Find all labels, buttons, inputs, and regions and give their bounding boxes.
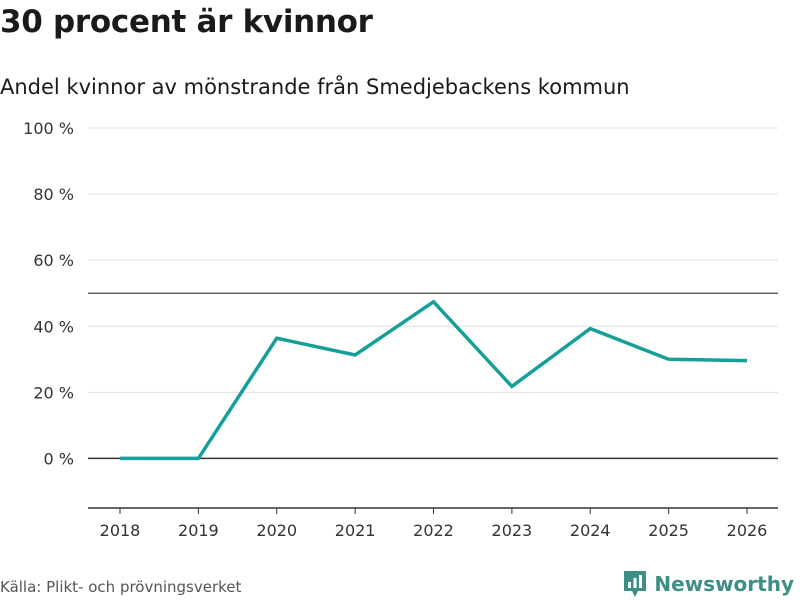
y-tick-label: 60 % [33, 251, 74, 270]
x-tick-label: 2026 [727, 521, 768, 540]
x-tick-label: 2022 [413, 521, 454, 540]
y-tick-label: 0 % [44, 449, 74, 468]
brand-name: Newsworthy [654, 572, 794, 596]
data-series-line [120, 299, 748, 461]
brand[interactable]: Newsworthy [622, 569, 794, 599]
y-tick-label: 40 % [33, 317, 74, 336]
y-tick-label: 100 % [23, 119, 74, 138]
x-tick-label: 2019 [178, 521, 219, 540]
y-tick-label: 80 % [33, 185, 74, 204]
chart-subtitle: Andel kvinnor av mönstrande från Smedjeb… [0, 75, 630, 99]
x-tick-label: 2020 [256, 521, 297, 540]
source-note: Källa: Plikt- och prövningsverket [0, 578, 242, 596]
x-tick-label: 2021 [335, 521, 376, 540]
x-tick-label: 2023 [492, 521, 533, 540]
chart-title: 30 procent är kvinnor [0, 4, 373, 40]
x-tick-label: 2025 [648, 521, 689, 540]
y-tick-label: 20 % [33, 383, 74, 402]
x-tick-label: 2024 [570, 521, 611, 540]
x-tick-label: 2018 [100, 521, 141, 540]
newsworthy-logo-icon [624, 571, 647, 597]
